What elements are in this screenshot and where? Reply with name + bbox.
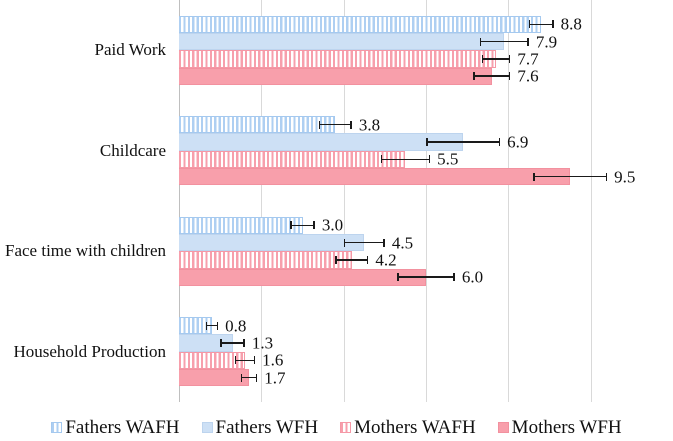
- error-bar: [240, 373, 258, 382]
- value-label: 4.5: [391, 233, 414, 253]
- error-bar: [205, 321, 219, 330]
- bar: [179, 116, 336, 134]
- legend-label: Fathers WFH: [215, 417, 319, 438]
- gridline: [426, 0, 427, 402]
- value-label: 6.9: [507, 132, 529, 152]
- legend-swatch-solid-pink-icon: [497, 422, 509, 433]
- legend-item-fathers-wafh: Fathers WAFH: [51, 417, 180, 438]
- bar: [179, 15, 542, 33]
- value-label: 6.0: [461, 267, 484, 287]
- error-bar: [290, 221, 315, 230]
- gridline: [508, 0, 510, 402]
- error-bar: [528, 20, 554, 29]
- gridline: [261, 0, 263, 402]
- bar: [179, 251, 352, 269]
- legend-swatch-solid-blue-icon: [201, 422, 213, 433]
- bar: [179, 168, 571, 186]
- error-bar: [335, 255, 369, 264]
- error-bar: [380, 155, 431, 164]
- error-bar: [220, 339, 245, 348]
- plot-area: 8.8 7.9 7.7 7.6 3.8 6.9 5.5 9.5 3.0 4.5 4.2 6.0 0.8 1…: [179, 0, 673, 402]
- value-label: 8.8: [560, 14, 582, 34]
- legend-label: Fathers WAFH: [65, 417, 180, 438]
- gridline: [343, 0, 345, 402]
- value-label: 3.8: [358, 115, 381, 135]
- bar: [179, 268, 426, 286]
- value-label: 5.5: [437, 149, 459, 169]
- error-bar: [479, 37, 529, 46]
- bar: [179, 32, 505, 51]
- value-label: 7.9: [535, 32, 558, 52]
- y-axis-line: [179, 0, 180, 402]
- bar: [179, 216, 303, 234]
- value-label: 3.0: [321, 215, 344, 235]
- error-bar: [473, 72, 511, 81]
- legend-label: Mothers WFH: [511, 417, 622, 438]
- value-label: 9.5: [614, 167, 636, 187]
- value-label: 1.6: [262, 350, 284, 370]
- bar: [179, 150, 406, 169]
- legend-item-mothers-wfh: Mothers WFH: [497, 417, 622, 438]
- value-label: 1.7: [264, 368, 286, 388]
- error-bar: [481, 54, 511, 63]
- error-bar: [343, 238, 385, 247]
- category-label: Face time with children: [5, 241, 166, 261]
- legend: Fathers WAFH Fathers WFH Mothers WAFH Mo…: [0, 418, 673, 437]
- value-label: 4.2: [375, 250, 397, 270]
- value-label: 1.3: [251, 333, 274, 353]
- error-bar: [318, 120, 352, 129]
- bar: [179, 67, 492, 85]
- legend-swatch-striped-pink-icon: [340, 422, 352, 433]
- bar: [179, 233, 365, 252]
- category-label: Childcare: [99, 140, 166, 160]
- bar: [179, 133, 464, 151]
- error-bar: [533, 172, 608, 181]
- category-label: Paid Work: [94, 40, 166, 60]
- legend-item-mothers-wafh: Mothers WAFH: [340, 418, 476, 437]
- error-bar: [426, 138, 501, 147]
- value-label: 0.8: [225, 316, 247, 336]
- bar: [179, 50, 496, 68]
- category-label: Household Production: [13, 341, 166, 361]
- legend-swatch-striped-blue-icon: [51, 422, 63, 433]
- value-label: 7.7: [517, 49, 539, 69]
- gridline: [590, 0, 592, 402]
- category-axis: Paid Work Childcare Face time with childre…: [0, 0, 166, 402]
- legend-label: Mothers WAFH: [354, 417, 476, 438]
- bar: [179, 369, 249, 387]
- error-bar: [397, 273, 455, 282]
- error-bar: [234, 356, 256, 365]
- legend-item-fathers-wfh: Fathers WFH: [201, 417, 319, 438]
- value-label: 7.6: [517, 66, 539, 86]
